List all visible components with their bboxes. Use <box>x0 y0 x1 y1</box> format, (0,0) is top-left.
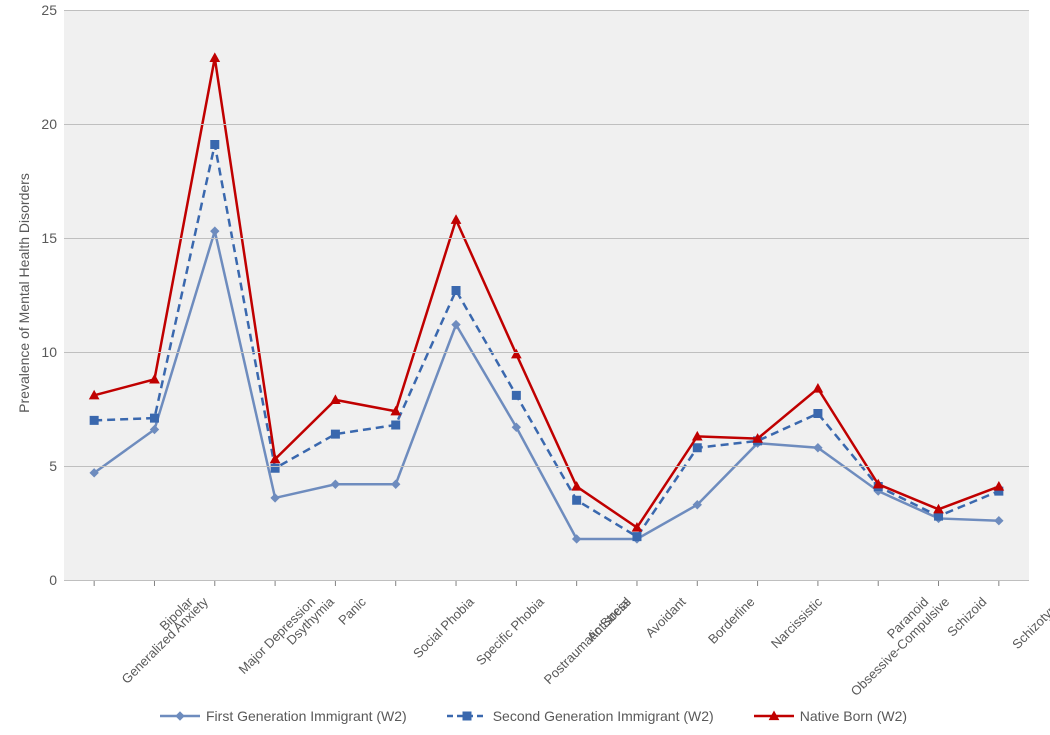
chart-container: Prevalence of Mental Health Disorders Fi… <box>0 0 1050 735</box>
legend-label: Second Generation Immigrant (W2) <box>493 708 714 724</box>
y-tick-label: 0 <box>29 572 57 588</box>
y-tick-label: 20 <box>29 116 57 132</box>
legend-item: Second Generation Immigrant (W2) <box>447 708 714 724</box>
gridline <box>64 466 1029 467</box>
gridline <box>64 580 1029 581</box>
legend-label: First Generation Immigrant (W2) <box>206 708 407 724</box>
legend-label: Native Born (W2) <box>800 708 907 724</box>
legend-item: First Generation Immigrant (W2) <box>160 708 407 724</box>
y-tick-label: 10 <box>29 344 57 360</box>
y-tick-label: 25 <box>29 2 57 18</box>
gridline <box>64 238 1029 239</box>
legend: First Generation Immigrant (W2) Second Ge… <box>160 708 907 724</box>
y-tick-label: 5 <box>29 458 57 474</box>
gridline <box>64 124 1029 125</box>
y-tick-label: 15 <box>29 230 57 246</box>
gridline <box>64 10 1029 11</box>
legend-item: Native Born (W2) <box>754 708 907 724</box>
gridline <box>64 352 1029 353</box>
